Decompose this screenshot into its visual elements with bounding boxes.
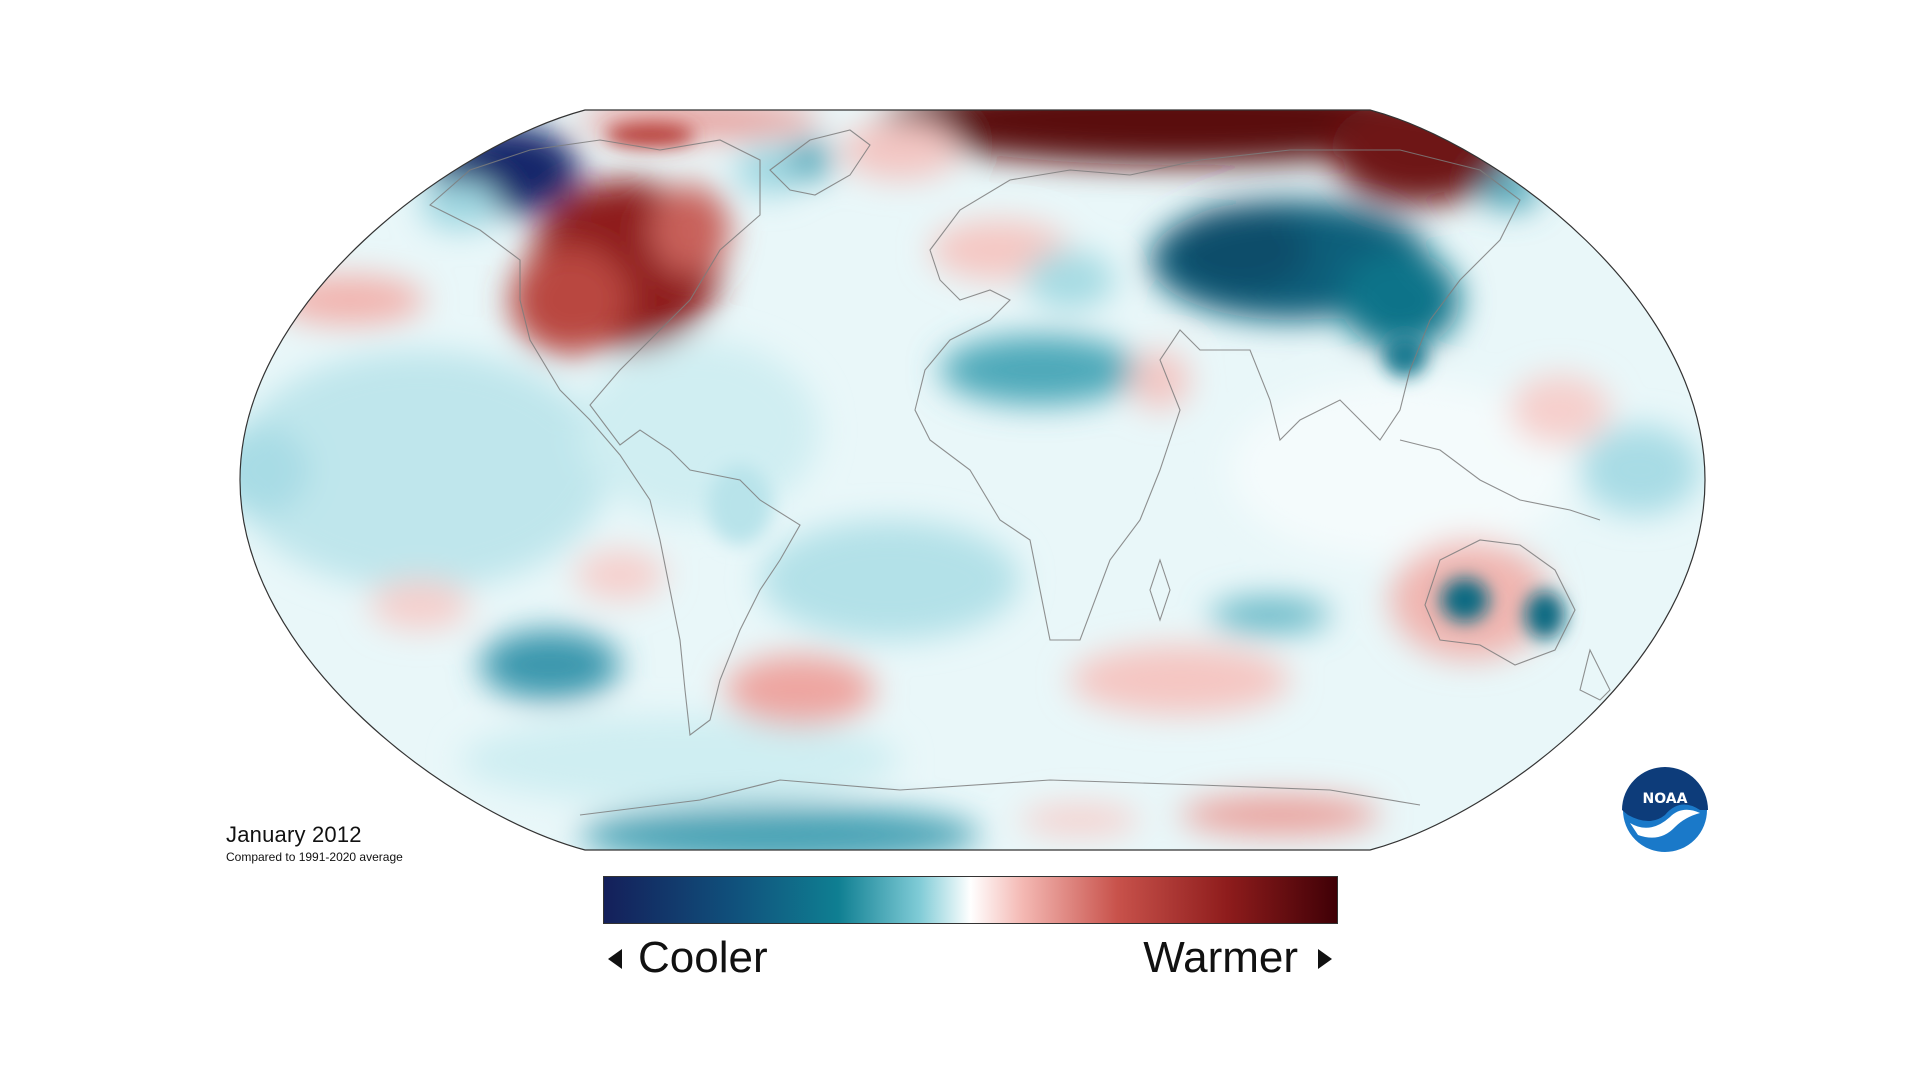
noaa-logo-text: NOAA [1643,791,1688,807]
colorbar [603,876,1338,924]
map-title: January 2012 [226,822,362,847]
anomaly-field [240,110,1705,850]
map-subtitle: Compared to 1991-2020 average [226,850,403,864]
coastlines [429,129,1611,816]
map-outline [239,109,1706,851]
noaa-logo-icon: NOAA [1621,766,1709,854]
cooler-label: Cooler [638,933,768,982]
warmer-label: Warmer [1143,933,1298,982]
right-arrow-icon [1318,949,1332,969]
colorbar-gradient [603,876,1338,924]
left-arrow-icon [608,949,622,969]
